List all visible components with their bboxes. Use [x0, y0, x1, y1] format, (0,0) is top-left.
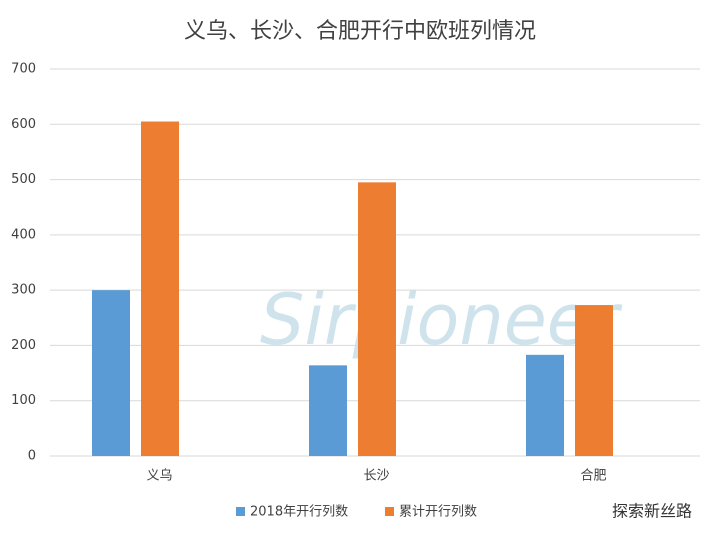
badge: 探索新丝路 [612, 502, 692, 521]
chart-title: 义乌、长沙、合肥开行中欧班列情况 [184, 19, 536, 44]
watermark: Sirpioneer [260, 279, 623, 361]
y-tick-label: 0 [28, 449, 36, 464]
legend-swatch [236, 507, 245, 516]
y-tick-label: 200 [11, 338, 36, 353]
legend-label: 2018年开行列数 [250, 505, 348, 520]
legend-swatch [385, 507, 394, 516]
bar [526, 354, 564, 456]
bar [92, 290, 130, 456]
bar [358, 182, 396, 457]
x-tick-label: 义乌 [146, 468, 172, 484]
x-tick-label: 长沙 [363, 469, 389, 484]
y-tick-label: 300 [11, 283, 36, 298]
legend-label: 累计开行列数 [399, 505, 477, 520]
bar [141, 121, 179, 457]
y-tick-label: 400 [11, 227, 36, 242]
bar [575, 305, 613, 456]
y-tick-label: 600 [11, 117, 36, 132]
y-tick-label: 500 [11, 172, 36, 187]
y-tick-label: 700 [11, 62, 36, 77]
bar [309, 365, 347, 456]
y-tick-label: 100 [11, 393, 36, 408]
x-tick-label: 合肥 [580, 469, 606, 484]
